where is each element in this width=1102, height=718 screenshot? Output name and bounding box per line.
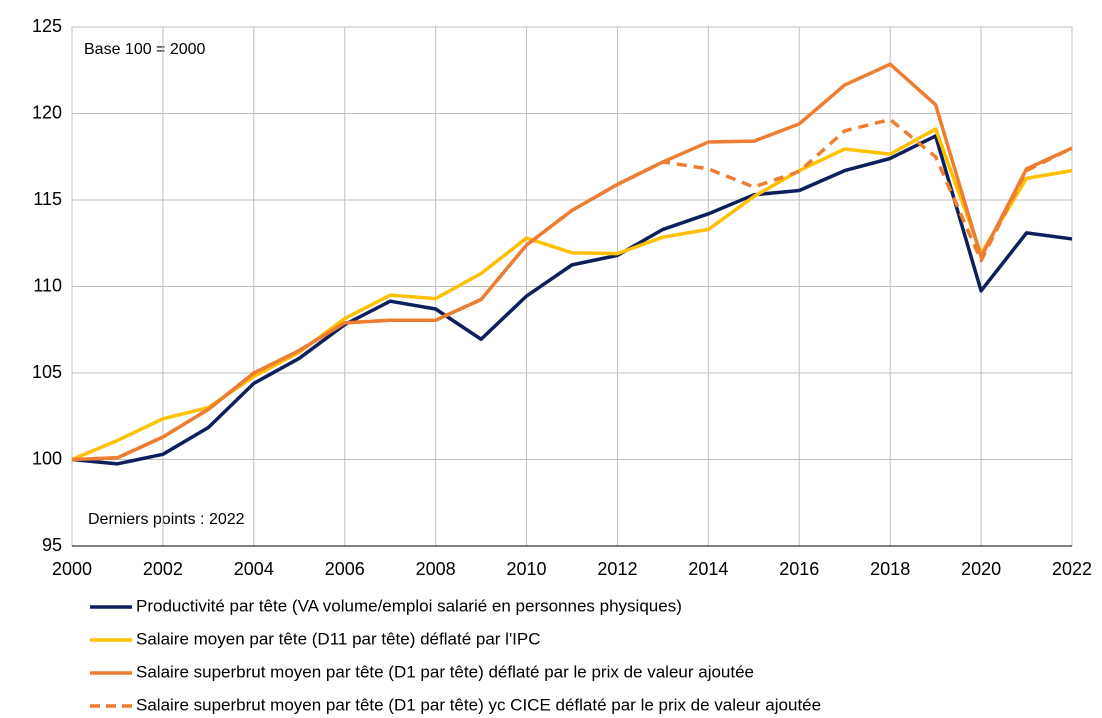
series-line xyxy=(71,127,1073,462)
x-tick-label: 2014 xyxy=(688,559,728,579)
series-line xyxy=(71,117,1073,462)
x-tick-label: 2020 xyxy=(961,559,1001,579)
y-tick-label: 125 xyxy=(32,16,62,36)
legend-label: Salaire moyen par tête (D11 par tête) dé… xyxy=(136,629,541,648)
legend-label: Productivité par tête (VA volume/emploi … xyxy=(136,596,682,615)
series-line xyxy=(71,62,1073,462)
x-tick-label: 2016 xyxy=(779,559,819,579)
x-tick-label: 2002 xyxy=(143,559,183,579)
annotation: Base 100 = 2000 xyxy=(84,41,206,58)
x-tick-label: 2004 xyxy=(234,559,274,579)
legend-label: Salaire superbrut moyen par tête (D1 par… xyxy=(136,695,821,714)
y-tick-label: 95 xyxy=(42,535,62,555)
x-tick-label: 2000 xyxy=(52,559,92,579)
y-tick-label: 120 xyxy=(32,102,62,122)
y-tick-label: 110 xyxy=(33,275,62,295)
legend-label: Salaire superbrut moyen par tête (D1 par… xyxy=(136,662,754,681)
y-tick-label: 105 xyxy=(32,362,62,382)
x-tick-label: 2012 xyxy=(597,559,637,579)
x-tick-label: 2018 xyxy=(870,559,910,579)
annotation: Derniers points : 2022 xyxy=(88,511,245,528)
y-tick-label: 100 xyxy=(32,448,62,468)
x-tick-label: 2022 xyxy=(1052,559,1092,579)
series-line xyxy=(71,134,1073,466)
x-tick-label: 2006 xyxy=(325,559,365,579)
x-tick-label: 2010 xyxy=(507,559,547,579)
y-tick-label: 115 xyxy=(33,189,62,209)
x-tick-label: 2008 xyxy=(416,559,456,579)
